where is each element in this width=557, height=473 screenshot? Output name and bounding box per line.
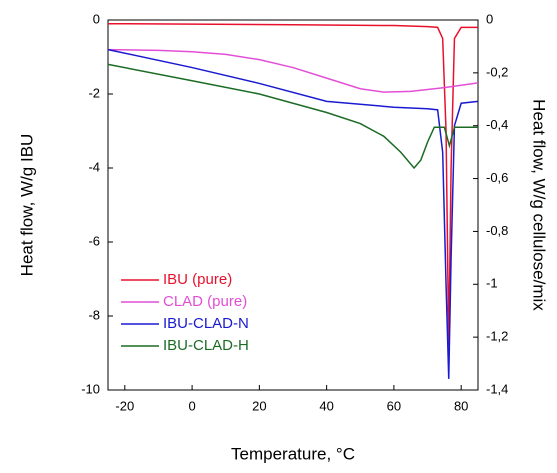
plot-frame: [107, 19, 479, 391]
y-tick-label: 0: [93, 11, 100, 26]
y2-axis-title: Heat flow, W/g cellulose/mix: [530, 99, 549, 311]
data-line: [107, 48, 479, 93]
legend-label: IBU-CLAD-H: [163, 337, 249, 354]
x-tick-label: 60: [387, 398, 401, 413]
y2-tick-label: -0,8: [486, 223, 508, 238]
legend-label: IBU-CLAD-N: [163, 315, 249, 332]
data-line: [107, 22, 478, 346]
y2-tick-label: 0: [486, 11, 493, 26]
y2-tick-label: -0,6: [486, 170, 508, 185]
x-tick-label: -20: [115, 398, 134, 413]
data-line: [107, 63, 478, 170]
y2-tick-label: -1: [486, 276, 498, 291]
y2-tick-label: -0,4: [486, 117, 508, 132]
x-tick-label: 0: [188, 398, 195, 413]
y2-tick-label: -1,2: [486, 329, 508, 344]
y-tick-label: -4: [88, 159, 100, 174]
y-axis-title: Heat flow, W/g IBU: [17, 134, 36, 277]
legend-label: IBU (pure): [163, 271, 232, 288]
x-tick-label: 80: [454, 398, 468, 413]
y2-tick-label: -1,4: [486, 381, 508, 396]
x-axis-title: Temperature, °C: [231, 444, 355, 463]
y2-tick-label: -0,2: [486, 64, 508, 79]
x-tick-label: 40: [319, 398, 333, 413]
y-tick-label: -10: [81, 381, 100, 396]
legend-label: CLAD (pure): [163, 293, 247, 310]
y-tick-label: -8: [88, 307, 100, 322]
y-tick-label: -6: [88, 233, 100, 248]
data-line: [107, 48, 479, 379]
y-tick-label: -2: [88, 85, 100, 100]
x-tick-label: 20: [252, 398, 266, 413]
